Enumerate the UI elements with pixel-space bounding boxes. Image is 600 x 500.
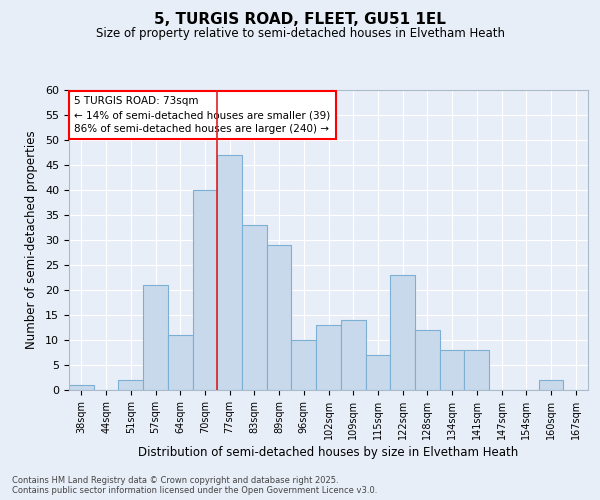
Bar — [341, 320, 365, 390]
Bar — [464, 350, 489, 390]
Text: 5, TURGIS ROAD, FLEET, GU51 1EL: 5, TURGIS ROAD, FLEET, GU51 1EL — [154, 12, 446, 28]
Bar — [316, 325, 341, 390]
Bar — [292, 340, 316, 390]
X-axis label: Distribution of semi-detached houses by size in Elvetham Heath: Distribution of semi-detached houses by … — [139, 446, 518, 459]
Bar — [168, 335, 193, 390]
Bar — [217, 155, 242, 390]
Bar — [69, 385, 94, 390]
Bar — [440, 350, 464, 390]
Bar — [415, 330, 440, 390]
Bar — [242, 225, 267, 390]
Bar — [143, 285, 168, 390]
Bar — [365, 355, 390, 390]
Y-axis label: Number of semi-detached properties: Number of semi-detached properties — [25, 130, 38, 350]
Bar — [539, 380, 563, 390]
Text: Contains HM Land Registry data © Crown copyright and database right 2025.
Contai: Contains HM Land Registry data © Crown c… — [12, 476, 377, 495]
Bar — [267, 245, 292, 390]
Text: Size of property relative to semi-detached houses in Elvetham Heath: Size of property relative to semi-detach… — [95, 28, 505, 40]
Bar — [118, 380, 143, 390]
Text: 5 TURGIS ROAD: 73sqm
← 14% of semi-detached houses are smaller (39)
86% of semi-: 5 TURGIS ROAD: 73sqm ← 14% of semi-detac… — [74, 96, 331, 134]
Bar — [193, 190, 217, 390]
Bar — [390, 275, 415, 390]
